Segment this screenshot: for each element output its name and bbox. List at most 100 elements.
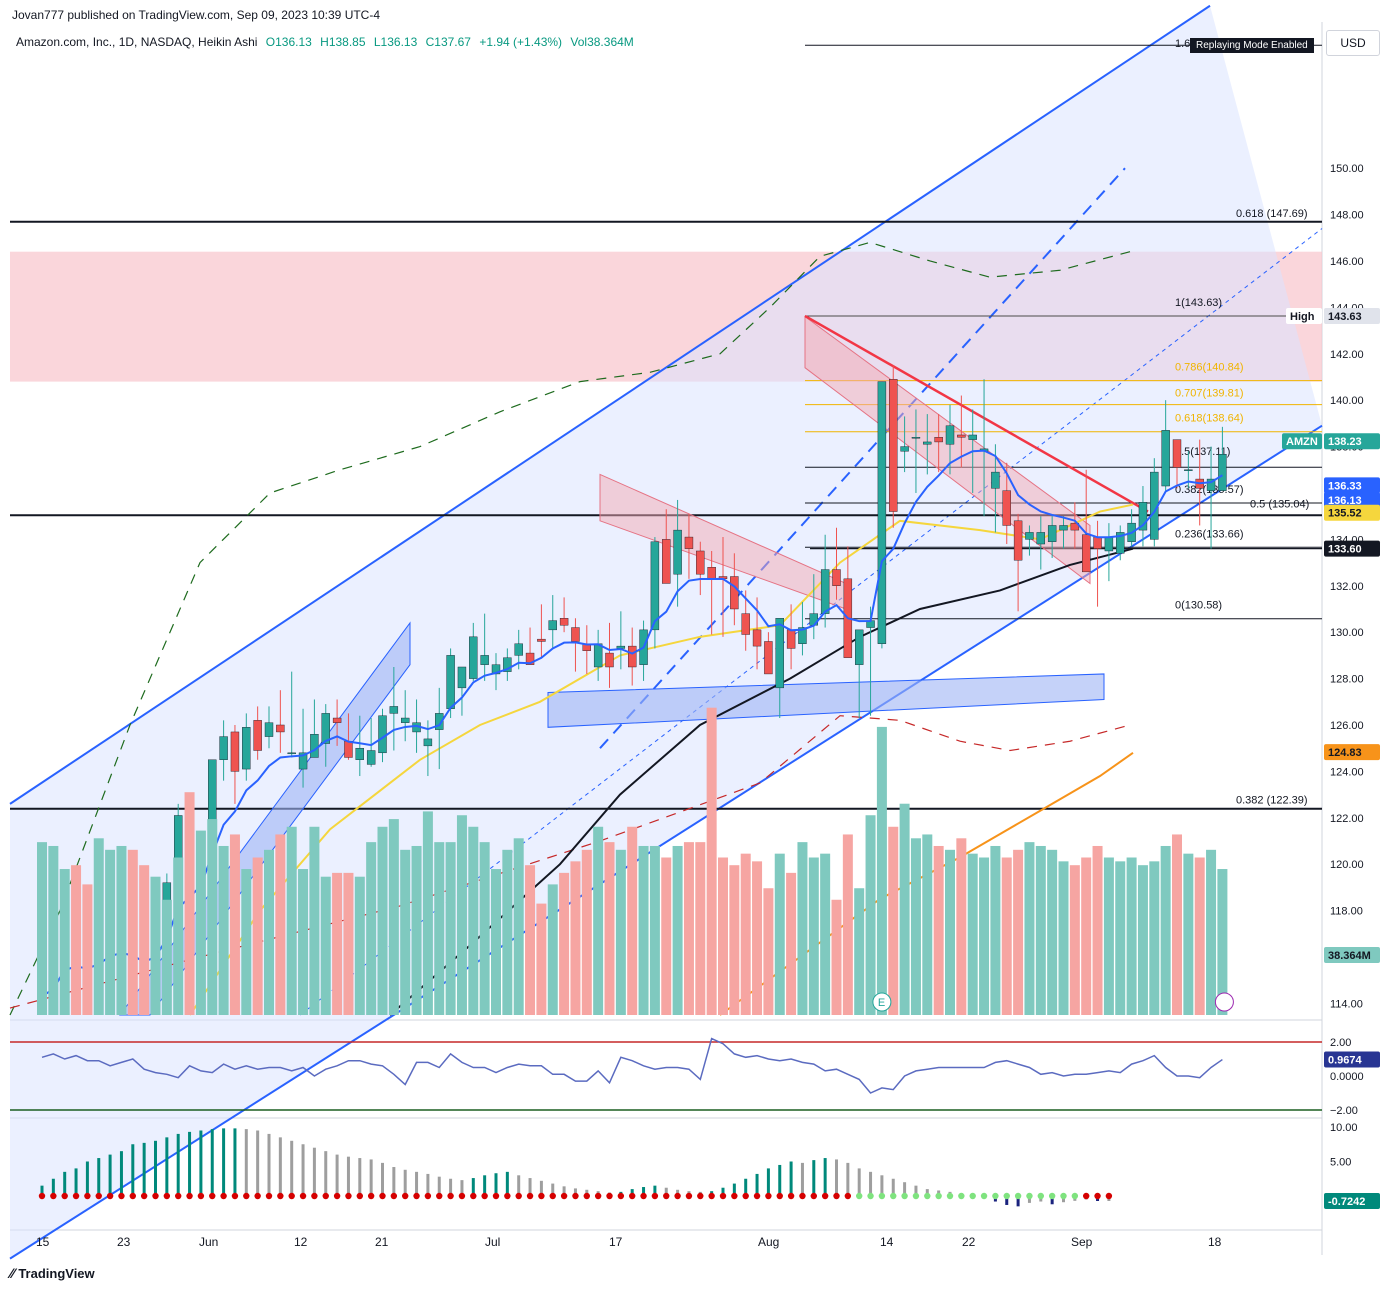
squeeze-dot bbox=[560, 1192, 568, 1200]
volume-bar bbox=[1013, 849, 1024, 1015]
squeeze-dot bbox=[1071, 1192, 1079, 1200]
volume-bar bbox=[286, 826, 297, 1015]
volume-bar bbox=[1126, 857, 1137, 1015]
volume-bar bbox=[173, 857, 184, 1015]
volume-bar bbox=[899, 803, 910, 1015]
squeeze-dot bbox=[1094, 1192, 1101, 1200]
squeeze-dot bbox=[1037, 1192, 1045, 1200]
candle-body bbox=[514, 643, 523, 656]
candle-body bbox=[764, 641, 773, 675]
replay-mode-badge: Replaying Mode Enabled bbox=[1190, 38, 1314, 53]
candle-body bbox=[276, 724, 285, 733]
volume-bar bbox=[298, 869, 309, 1015]
candle-body bbox=[684, 536, 694, 549]
squeeze-dot bbox=[719, 1192, 727, 1200]
candle-body bbox=[491, 664, 501, 675]
volume-bar bbox=[786, 872, 797, 1015]
volume-bar bbox=[1194, 857, 1205, 1015]
candle-body bbox=[650, 541, 660, 631]
volume-bar bbox=[1115, 861, 1126, 1015]
tag-amzn-bg bbox=[1282, 433, 1322, 450]
candle-body bbox=[877, 381, 887, 644]
volume-bar bbox=[207, 819, 218, 1015]
low-value: L136.13 bbox=[373, 35, 418, 49]
candle-body bbox=[855, 629, 864, 665]
tag-momentum: -0.7242 bbox=[1328, 1196, 1365, 1208]
squeeze-dot bbox=[163, 1192, 171, 1200]
candle-body bbox=[378, 715, 387, 754]
volume-bar bbox=[241, 869, 252, 1015]
squeeze-dot bbox=[776, 1192, 783, 1200]
price-tick: 148.00 bbox=[1330, 210, 1364, 222]
tag-sma-black: 133.60 bbox=[1328, 544, 1362, 556]
candle-body bbox=[1081, 534, 1091, 573]
time-tick: 14 bbox=[880, 1235, 894, 1249]
volume-bar bbox=[933, 845, 944, 1015]
candle-body bbox=[628, 645, 637, 668]
open-value: O136.13 bbox=[265, 35, 312, 49]
volume-bar bbox=[388, 819, 399, 1015]
volume-bar bbox=[1217, 869, 1228, 1015]
squeeze-dot bbox=[413, 1192, 420, 1200]
volume-bar bbox=[513, 838, 524, 1015]
squeeze-dot bbox=[980, 1192, 988, 1200]
candle-body bbox=[957, 434, 966, 438]
sma-red-dashed bbox=[9, 715, 1131, 1009]
volume-bar bbox=[593, 826, 604, 1015]
candle-body bbox=[889, 379, 898, 512]
candle-body bbox=[707, 567, 716, 580]
volume-bar bbox=[264, 849, 274, 1015]
volume-bar bbox=[1149, 861, 1160, 1015]
tag-volume: 38.364M bbox=[1328, 950, 1371, 962]
volume-bar bbox=[354, 876, 365, 1015]
candle-body bbox=[242, 727, 251, 770]
candle-body bbox=[593, 643, 603, 668]
volume-bar bbox=[979, 857, 990, 1015]
candle-body bbox=[1047, 525, 1057, 542]
volume-bar bbox=[139, 865, 150, 1015]
squeeze-dot bbox=[731, 1192, 738, 1200]
volume-bar bbox=[320, 876, 331, 1015]
squeeze-dot bbox=[379, 1192, 386, 1200]
channel-upper-line bbox=[9, 4, 1211, 805]
squeeze-dot bbox=[436, 1192, 443, 1200]
squeeze-dot bbox=[685, 1192, 693, 1200]
candle-body bbox=[900, 446, 909, 452]
rsi-line bbox=[41, 1037, 1223, 1094]
candle-body bbox=[287, 752, 296, 755]
candle-body bbox=[503, 657, 512, 672]
tag-rsi-bg bbox=[1324, 1051, 1380, 1068]
volume-bar bbox=[1035, 845, 1046, 1015]
channel-midline bbox=[599, 167, 1126, 749]
volume-bar bbox=[559, 872, 570, 1015]
candle-body bbox=[741, 613, 750, 635]
candle-body bbox=[752, 629, 762, 647]
volume-bar bbox=[695, 842, 706, 1015]
price-tick: 130.00 bbox=[1330, 627, 1364, 639]
fib-label-707: 0.707(139.81) bbox=[1175, 388, 1244, 400]
fib-label-top: 0.618 (147.69) bbox=[1236, 208, 1308, 220]
candle-body bbox=[934, 437, 943, 443]
squeeze-dot bbox=[1003, 1192, 1010, 1200]
symbol-description[interactable]: Amazon.com, Inc., 1D, NASDAQ, Heikin Ash… bbox=[16, 35, 258, 49]
squeeze-dot bbox=[424, 1192, 432, 1200]
squeeze-dot bbox=[651, 1192, 659, 1200]
currency-button[interactable]: USD bbox=[1326, 30, 1380, 56]
squeeze-dot bbox=[299, 1192, 307, 1200]
candle-body bbox=[911, 437, 921, 439]
tag-last-bg bbox=[1324, 433, 1380, 450]
volume-bar bbox=[820, 853, 831, 1015]
volume-bar bbox=[752, 861, 763, 1015]
time-tick: 17 bbox=[609, 1235, 623, 1249]
volume-bar bbox=[1047, 849, 1058, 1015]
tag-amzn: AMZN bbox=[1286, 436, 1318, 448]
volume-bar bbox=[150, 876, 161, 1015]
candle-body bbox=[968, 434, 977, 440]
earnings-marker bbox=[872, 992, 892, 1012]
volume-bar bbox=[127, 849, 138, 1015]
squeeze-dot bbox=[50, 1192, 57, 1200]
tradingview-logo[interactable]: ⁄⁄ TradingView bbox=[10, 1265, 95, 1281]
candle-body bbox=[423, 738, 433, 747]
tag-momentum-bg bbox=[1324, 1192, 1380, 1209]
